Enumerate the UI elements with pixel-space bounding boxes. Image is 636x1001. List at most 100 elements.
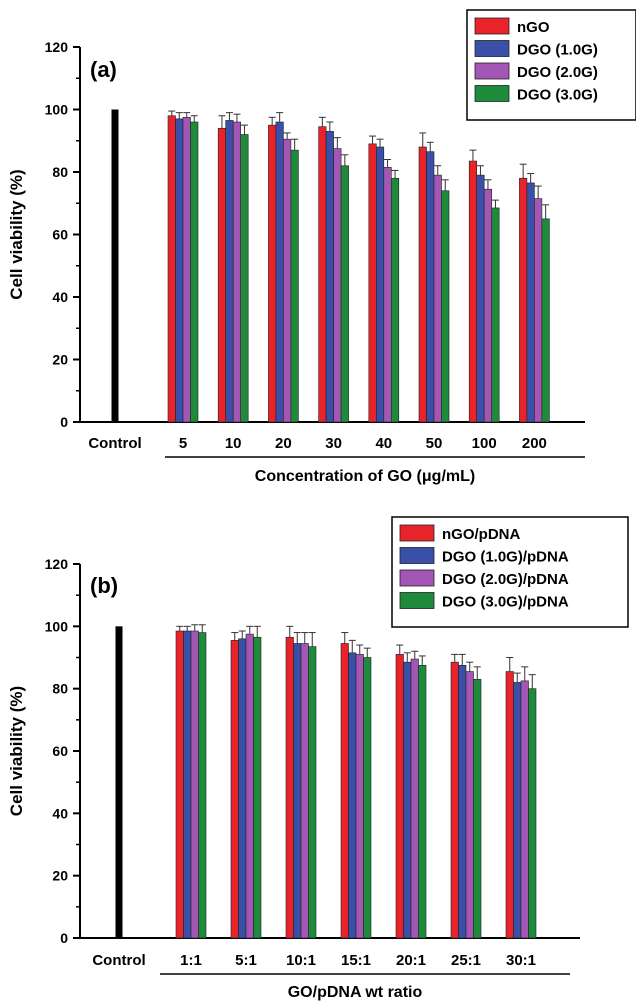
legend-swatch xyxy=(399,547,435,564)
bar xyxy=(483,188,493,423)
bar xyxy=(183,630,192,939)
legend-swatch xyxy=(399,592,435,609)
y-axis-label: Cell viability (%) xyxy=(7,686,26,816)
bar xyxy=(333,148,342,423)
legend-label: DGO (3.0G) xyxy=(517,87,598,104)
x-tick-label: 25:1 xyxy=(451,952,481,969)
bar xyxy=(283,138,292,423)
bar xyxy=(534,198,543,423)
bar xyxy=(520,680,529,939)
bar xyxy=(285,636,294,939)
y-tick-label: 0 xyxy=(60,930,68,946)
x-tick-label: 20:1 xyxy=(396,952,426,969)
bar xyxy=(253,636,262,939)
bar xyxy=(505,671,514,939)
bar xyxy=(308,646,317,939)
legend-label: DGO (1.0G)/pDNA xyxy=(442,549,569,566)
legend-label: nGO xyxy=(517,19,550,36)
bar xyxy=(410,658,419,939)
control-bar xyxy=(115,626,123,938)
chart-panel-b: 0 20 40 60 80 100 120 Cell viability (%) (b) Cont… xyxy=(7,516,629,1001)
y-tick-label: 60 xyxy=(52,743,68,759)
control-label: Control xyxy=(92,952,145,969)
bar xyxy=(458,664,467,939)
bar xyxy=(318,126,327,423)
bar xyxy=(476,174,485,423)
y-tick-label: 20 xyxy=(52,352,68,368)
bar xyxy=(325,131,334,423)
legend-swatch xyxy=(474,85,510,102)
bar xyxy=(465,671,474,939)
bar xyxy=(541,218,550,423)
bar xyxy=(526,182,535,423)
x-tick-label: 40 xyxy=(375,435,392,452)
x-tick-label: 5 xyxy=(179,435,187,452)
x-tick-label: 30:1 xyxy=(506,952,536,969)
bar xyxy=(182,117,191,423)
bar xyxy=(293,643,302,939)
bar xyxy=(403,661,412,939)
bar xyxy=(232,121,241,423)
legend-swatch xyxy=(474,40,510,57)
bar xyxy=(395,654,404,939)
legend-swatch xyxy=(474,62,510,80)
legend-swatch xyxy=(399,524,435,542)
bar xyxy=(175,118,184,423)
legend-label: DGO (1.0G) xyxy=(517,42,598,59)
bar xyxy=(468,160,478,423)
bar xyxy=(175,630,184,939)
x-tick-label: 100 xyxy=(472,435,497,452)
legend: nGO DGO (1.0G) DGO (2.0G) DGO (3.0G) xyxy=(466,9,636,121)
legend-label: nGO/pDNA xyxy=(442,526,520,543)
bar xyxy=(238,638,247,939)
bar xyxy=(190,121,199,423)
bar xyxy=(275,121,284,423)
x-axis-label: GO/pDNA wt ratio xyxy=(288,984,423,1001)
bar xyxy=(190,630,199,939)
control-bar xyxy=(111,109,119,422)
x-tick-label: 20 xyxy=(275,435,292,452)
bar xyxy=(290,149,299,423)
panel-label: (a) xyxy=(90,57,117,82)
bar xyxy=(433,174,442,423)
x-tick-label: 10 xyxy=(225,435,242,452)
bar xyxy=(441,190,450,423)
y-tick-label: 60 xyxy=(52,227,68,243)
y-tick-label: 0 xyxy=(60,414,68,430)
y-tick-label: 100 xyxy=(45,102,69,118)
bar xyxy=(418,664,427,939)
bar xyxy=(225,120,234,423)
bar xyxy=(340,643,349,939)
bar xyxy=(167,115,176,423)
bar xyxy=(198,632,207,939)
bar xyxy=(383,167,392,423)
x-tick-label: 200 xyxy=(522,435,547,452)
bar xyxy=(217,127,226,423)
x-tick-label: 30 xyxy=(325,435,342,452)
legend-label: DGO (2.0G)/pDNA xyxy=(442,571,569,588)
bar xyxy=(363,657,372,939)
bar xyxy=(355,654,364,939)
chart-panel-a: 0 20 40 60 80 100 120 Cell viability (%) (a) Cont… xyxy=(7,9,636,485)
x-axis-label: Concentration of GO (μg/mL) xyxy=(255,468,475,485)
x-tick-label: 50 xyxy=(426,435,443,452)
y-tick-label: 20 xyxy=(52,868,68,884)
bar xyxy=(519,177,528,423)
bar xyxy=(348,652,357,939)
y-tick-label: 120 xyxy=(45,556,69,572)
bar xyxy=(528,688,537,939)
y-tick-label: 80 xyxy=(52,681,68,697)
y-tick-label: 40 xyxy=(52,289,68,305)
x-tick-label: 1:1 xyxy=(180,952,202,969)
bar xyxy=(426,151,435,423)
x-tick-label: 10:1 xyxy=(286,952,316,969)
panel-label: (b) xyxy=(90,573,118,598)
bar xyxy=(390,177,400,423)
bar xyxy=(473,679,482,939)
x-tick-label: 15:1 xyxy=(341,952,371,969)
legend-label: DGO (2.0G) xyxy=(517,64,598,81)
bar xyxy=(245,633,254,939)
legend: nGO/pDNA DGO (1.0G)/pDNA DGO (2.0G)/pDNA DG… xyxy=(391,516,629,628)
bar xyxy=(340,165,349,423)
